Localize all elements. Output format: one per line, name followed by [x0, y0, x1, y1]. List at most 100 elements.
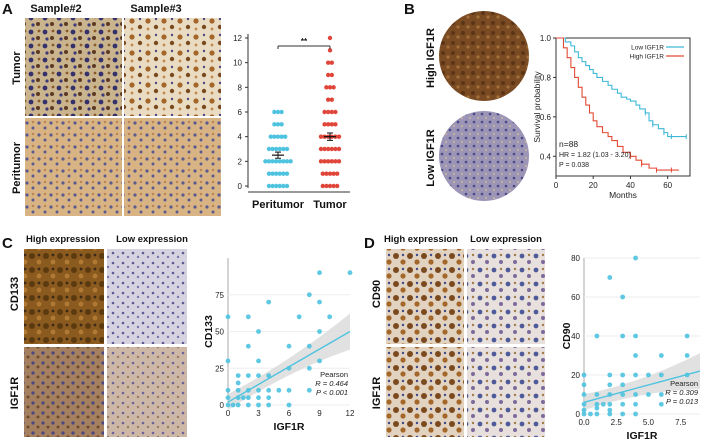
panel-d-y-tick-label: 80: [571, 254, 580, 263]
panel-d-confidence-band: [584, 353, 700, 411]
panel-a-data-point: [274, 183, 279, 189]
panel-a-data-point: [329, 159, 334, 164]
panel-a-data-point: [327, 85, 333, 90]
panel-a-data-point: [277, 159, 282, 164]
panel-d-image-igf1r-low: [467, 347, 545, 437]
panel-d-data-point: [594, 401, 600, 407]
panel-a-data-point: [322, 109, 327, 115]
panel-a-data-point: [275, 109, 281, 115]
panel-a-data-point: [279, 122, 284, 127]
panel-a-data-point: [327, 35, 333, 41]
panel-a-data-point: [329, 60, 334, 65]
panel-c-x-tick-label: 0: [226, 409, 231, 418]
panel-a-data-point: [331, 183, 336, 189]
panel-a-y-tick-label: 2: [238, 157, 243, 166]
panel-a-image-peritumor-sample2: [25, 118, 122, 216]
panel-a-data-point: [320, 183, 325, 189]
panel-d-x-tick-label: 5.0: [643, 418, 655, 427]
panel-a-col-label-2: Sample#3: [130, 3, 181, 15]
panel-d-data-point: [633, 401, 638, 407]
panel-d-data-point: [581, 392, 587, 397]
panel-a-data-point: [277, 146, 282, 152]
panel-a-data-point: [277, 183, 282, 189]
panel-a-y-tick-label: 4: [238, 133, 243, 142]
panel-d-data-point: [684, 353, 690, 358]
panel-a-data-point: [326, 109, 331, 115]
panel-a-data-point: [263, 159, 268, 164]
panel-c-data-point: [225, 314, 231, 320]
panel-c-data-point: [306, 365, 312, 371]
panel-a-data-point: [318, 146, 324, 152]
panel-c-data-point: [306, 292, 312, 298]
panel-a-image-tumor-sample2: [25, 18, 122, 116]
panel-c-image-igf1r-high: [24, 347, 104, 437]
panel-a-y-tick-label: 8: [238, 83, 243, 92]
panel-c-row-label-1: CD133: [9, 277, 21, 311]
panel-c-row-label-2: IGF1R: [9, 377, 21, 409]
panel-a-data-point: [270, 146, 275, 152]
panel-c-data-point: [245, 343, 251, 349]
panel-b-x-axis-label: Months: [609, 190, 637, 200]
panel-d-data-point: [581, 407, 587, 413]
panel-d-data-point: [588, 411, 593, 417]
panel-a-data-point: [333, 159, 338, 164]
panel-a-data-point: [335, 171, 340, 176]
panel-d-data-point: [684, 372, 690, 378]
panel-a-image-tumor-sample3: [124, 18, 221, 116]
panel-a-x-label-tumor: Tumor: [313, 199, 347, 211]
panel-a-data-point: [270, 171, 275, 176]
panel-c-data-point: [235, 380, 241, 386]
panel-d-data-point: [594, 405, 600, 411]
panel-c-data-point: [245, 314, 251, 320]
panel-a-data-point: [281, 159, 286, 164]
panel-c-x-tick-label: 12: [346, 409, 355, 418]
panel-a-data-point: [324, 183, 329, 189]
panel-c-annotation: Pearson: [320, 370, 348, 379]
panel-b-km-plot: 0.4 0.6 0.8 1.0 0 20 40 60 Months Survival probab…: [532, 34, 691, 200]
panel-c-data-point: [225, 395, 231, 401]
panel-a-data-point: [279, 134, 284, 139]
panel-c-letter: C: [2, 235, 13, 252]
panel-a-dot-plot: 0 2 4 6 8 10 12 Peritumor Tumor **: [233, 34, 350, 211]
panel-d-row-label-2: IGF1R: [371, 377, 383, 409]
panel-d-data-point: [684, 333, 690, 339]
panel-d-image-igf1r-high: [386, 347, 464, 437]
panel-a-data-point: [329, 109, 334, 115]
panel-c-data-point: [286, 402, 292, 408]
panel-d-col-label-2: Low expression: [470, 234, 542, 245]
panel-c-data-point: [306, 387, 312, 393]
panel-b-x-tick-label: 20: [589, 181, 598, 190]
panel-c-data-point: [266, 402, 272, 408]
panel-b-survival-curve-low: [556, 37, 687, 138]
panel-a-data-point: [281, 146, 286, 152]
panel-d-data-point: [646, 392, 651, 397]
panel-a-data-point: [327, 171, 333, 176]
panel-b-annotation: HR = 1.82 (1.03 - 3.20): [559, 152, 631, 159]
panel-a-data-point: [283, 134, 288, 139]
panel-a-data-point: [275, 134, 281, 139]
panel-a-data-point: [336, 134, 342, 139]
panel-a-data-point: [268, 134, 273, 139]
panel-c-image-cd133-low: [107, 249, 187, 344]
panel-b-row-label-1: High IGF1R: [425, 28, 437, 88]
panel-d-data-point: [620, 401, 626, 407]
panel-a-data-point: [336, 146, 342, 152]
panel-b-letter: B: [404, 1, 415, 18]
panel-a-data-point: [272, 122, 277, 127]
panel-b-x-tick-label: 40: [626, 181, 635, 190]
panel-a-data-point: [281, 171, 286, 176]
panel-c-data-point: [276, 387, 282, 393]
panel-c-data-point: [256, 387, 261, 393]
panel-c-image-cd133-high: [24, 249, 104, 344]
panel-c-y-axis-label: CD133: [203, 315, 215, 348]
panel-d-data-point: [607, 411, 613, 417]
panel-c-image-igf1r-low: [107, 347, 187, 437]
panel-d-data-point: [633, 372, 638, 378]
panel-d-data-point: [658, 401, 664, 407]
panel-a-data-point: [275, 122, 281, 127]
panel-a-data-point: [333, 109, 338, 115]
panel-c-data-point: [256, 358, 261, 364]
panel-c-data-point: [266, 299, 272, 305]
panel-d-x-tick-label: 7.5: [675, 418, 687, 427]
panel-c-data-point: [317, 270, 322, 276]
